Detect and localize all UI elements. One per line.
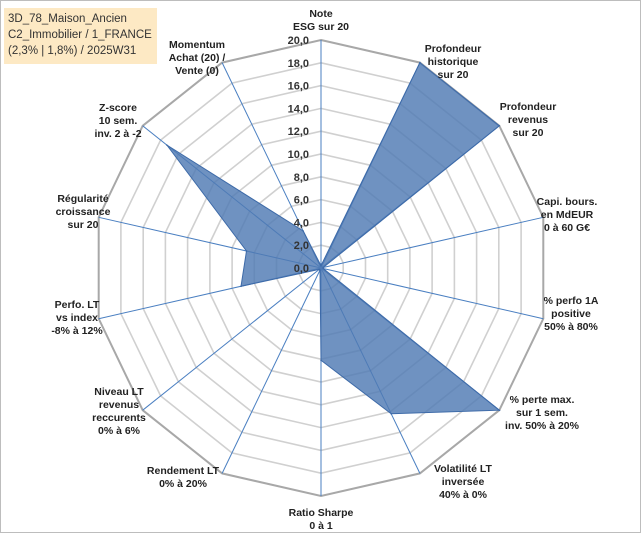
- axis-label: % perfo 1A positive 50% à 80%: [544, 295, 599, 333]
- axis-label: Ratio Sharpe 0 à 1: [289, 507, 354, 532]
- axis-label: Perfo. LT vs index -8% à 12%: [51, 299, 103, 337]
- tick-label: 6,0: [294, 195, 309, 207]
- data-point: [302, 230, 305, 232]
- data-point: [498, 409, 501, 412]
- axis-labels: Note ESG sur 20 Profondeur historique sur 20…: [51, 8, 599, 532]
- axis-label: Profondeur revenus sur 20: [500, 101, 557, 139]
- data-point: [245, 250, 248, 252]
- data-point: [322, 267, 325, 270]
- data-point: [240, 285, 242, 288]
- tick-label: 16,0: [288, 81, 309, 93]
- axis-label: Z-score 10 sem. inv. 2 à -2: [94, 102, 141, 140]
- tick-label: 20,0: [288, 35, 309, 47]
- tick-label: 0,0: [294, 263, 309, 275]
- axis-spoke: [320, 216, 544, 269]
- axis-label: Régularité croissance sur 20: [56, 193, 111, 231]
- axis-label: Profondeur historique sur 20: [425, 43, 482, 81]
- title-line-3: (2,3% | 1,8%) / 2025W31: [8, 45, 137, 57]
- tick-label: 12,0: [288, 126, 309, 138]
- tick-label: 18,0: [288, 58, 309, 70]
- axis-label: Volatilité LT inversée 40% à 0%: [434, 463, 493, 501]
- data-point: [320, 264, 322, 267]
- tick-label: 2,0: [294, 240, 309, 252]
- title-line-2: C2_Immobilier / 1_FRANCE: [8, 29, 152, 41]
- axis-label: Capi. bours. en MdEUR 0 à 60 G€: [537, 196, 598, 234]
- axis-spoke: [221, 267, 322, 474]
- axis-label: Rendement LT 0% à 20%: [147, 465, 220, 490]
- data-point: [390, 413, 393, 415]
- data-point: [320, 359, 322, 362]
- title-line-1: 3D_78_Maison_Ancien: [8, 13, 127, 25]
- tick-label: 14,0: [288, 103, 309, 115]
- axis-label: Note ESG sur 20: [293, 8, 349, 33]
- data-point: [419, 61, 421, 64]
- axis-spoke: [142, 267, 322, 411]
- radial-tick-labels: 0,0 2,0 4,0 6,0 8,0 10,0 12,0 14,0 16,0 18,0 20,0: [288, 35, 309, 275]
- axis-label: Niveau LT revenus reccurents 0% à 6%: [92, 386, 146, 437]
- axis-label: % perte max. sur 1 sem. inv. 50% à 20%: [505, 394, 580, 432]
- tick-label: 4,0: [294, 217, 309, 229]
- axis-label: Momentum Achat (20) / Vente (0): [169, 39, 226, 77]
- chart-title-box: 3D_78_Maison_Ancien C2_Immobilier / 1_FR…: [4, 8, 157, 64]
- data-point: [498, 125, 501, 127]
- radar-series: [166, 61, 501, 415]
- tick-label: 8,0: [294, 172, 309, 184]
- tick-label: 10,0: [288, 149, 309, 161]
- data-point: [166, 144, 168, 146]
- data-point: [318, 268, 321, 271]
- axis-spoke: [320, 267, 544, 320]
